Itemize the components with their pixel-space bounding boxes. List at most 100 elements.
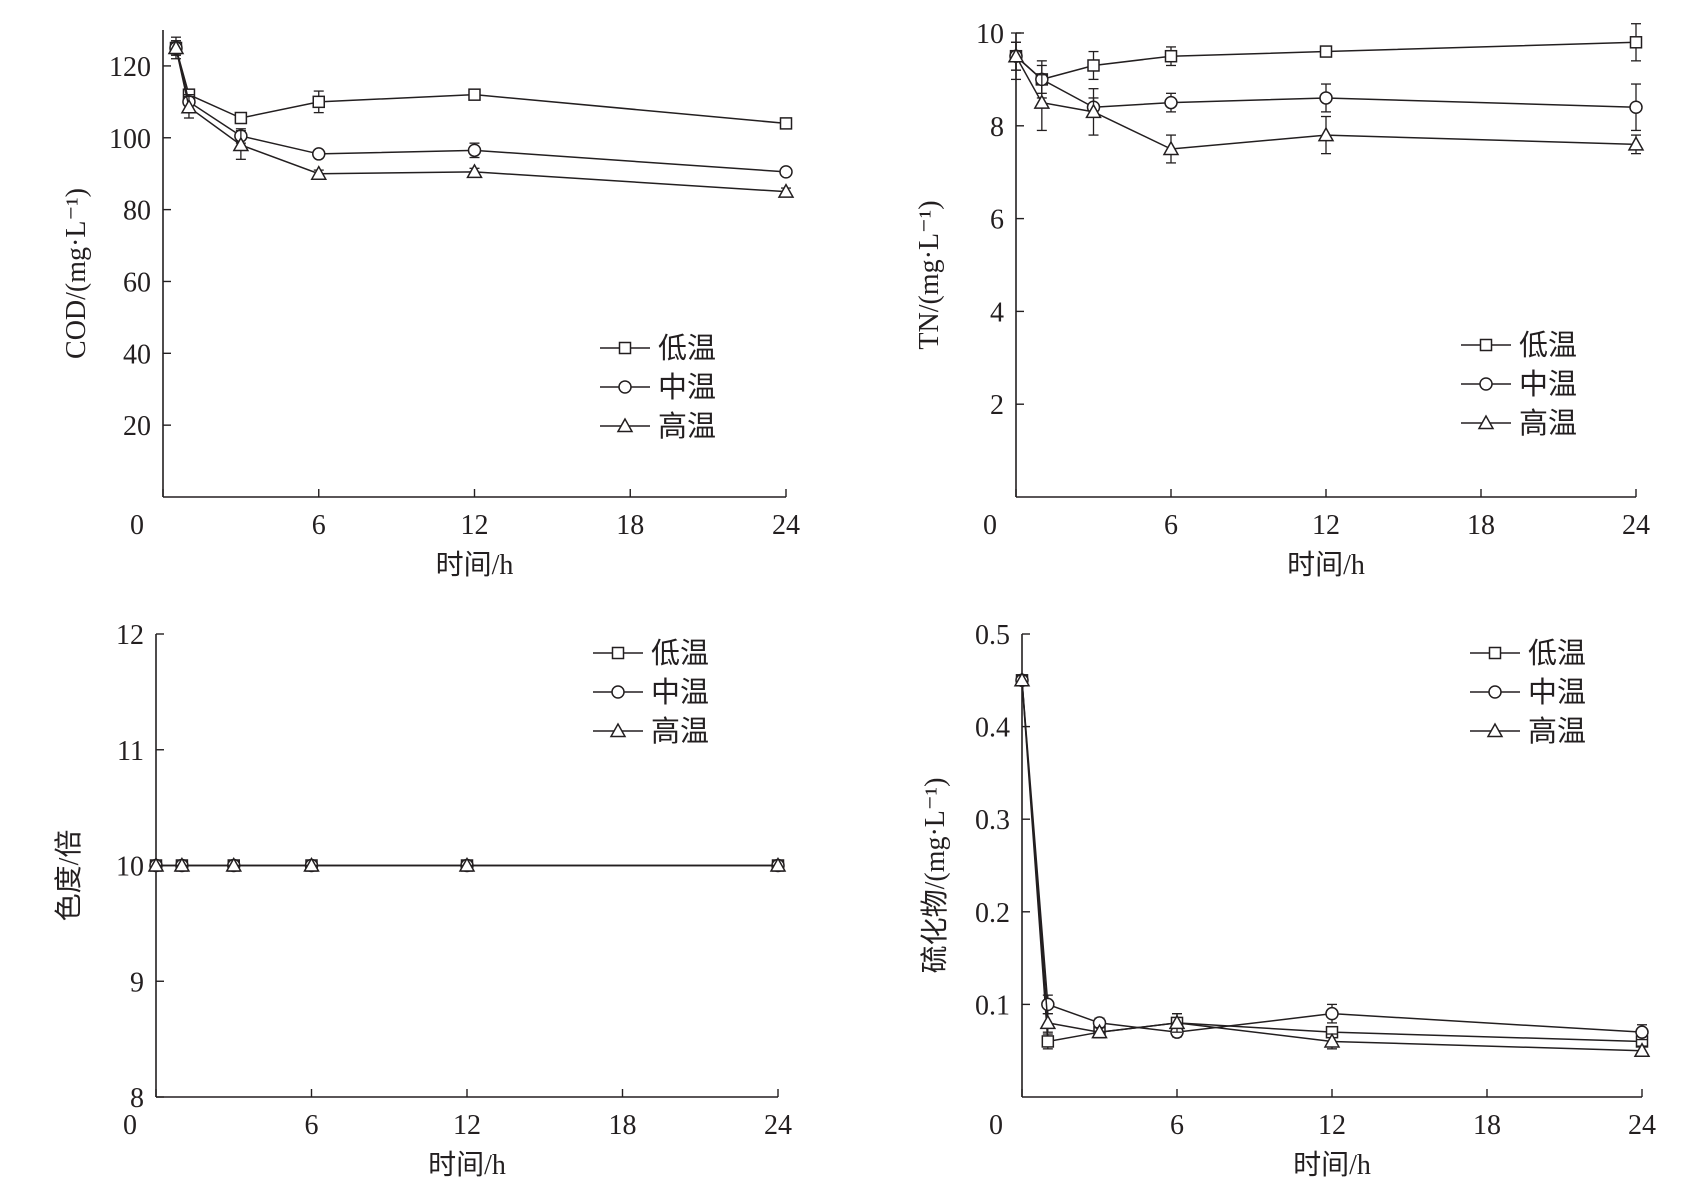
- x-tick-label: 18: [1467, 510, 1495, 541]
- legend-marker: [616, 417, 634, 433]
- x-tick-label: 6: [1170, 1110, 1184, 1141]
- data-point: [1013, 671, 1031, 687]
- legend-marker: [1479, 338, 1493, 352]
- x-tick-label: 0: [123, 1110, 137, 1141]
- x-tick-label: 18: [1473, 1110, 1501, 1141]
- legend-marker: [611, 685, 625, 699]
- data-point: [1325, 1006, 1339, 1021]
- x-tick-label: 6: [1164, 510, 1178, 541]
- series-line: [175, 47, 787, 193]
- x-tick-label: 12: [1318, 1110, 1346, 1141]
- data-point: [1319, 45, 1333, 58]
- data-point: [1319, 91, 1333, 105]
- data-point: [1162, 140, 1180, 156]
- data-point: [173, 856, 191, 872]
- x-axis-title: 时间/h: [436, 549, 514, 581]
- data-point: [468, 88, 481, 101]
- data-point: [1085, 103, 1102, 119]
- legend-label: 高温: [658, 410, 716, 443]
- data-point: [466, 163, 483, 179]
- data-point: [1629, 100, 1643, 114]
- y-tick-label: 0.4: [975, 713, 1010, 744]
- data-point: [1629, 36, 1643, 49]
- legend-label: 中温: [651, 676, 709, 709]
- data-point: [312, 95, 325, 109]
- legend-marker: [1488, 646, 1502, 660]
- y-tick-label: 10: [976, 19, 1004, 50]
- legend-marker: [1488, 685, 1502, 699]
- y-tick-label: 20: [123, 411, 151, 442]
- data-point: [147, 856, 165, 872]
- y-tick-label: 40: [123, 339, 151, 370]
- legend-marker: [618, 341, 632, 355]
- x-tick-label: 6: [305, 1110, 319, 1141]
- legend-label: 高温: [651, 715, 709, 748]
- x-tick-label: 18: [609, 1110, 637, 1141]
- data-point: [467, 143, 482, 158]
- series-circle: [169, 40, 793, 179]
- data-point: [180, 98, 198, 114]
- data-point: [312, 147, 326, 161]
- legend-label: 低温: [651, 637, 709, 670]
- data-point: [1007, 47, 1025, 63]
- series-line: [1015, 55, 1637, 150]
- data-point: [779, 165, 793, 179]
- x-tick-label: 6: [312, 510, 326, 541]
- x-tick-label: 0: [130, 510, 144, 541]
- chart-cod: 0 6 12 18 24 20 40 60 80 100 120 时间/h COD/(mg·L⁻¹) 低温…: [61, 30, 800, 581]
- y-tick-label: 9: [130, 967, 144, 998]
- y-tick-label: 6: [990, 205, 1004, 236]
- series-triangle: [1013, 671, 1651, 1057]
- legend-marker: [1479, 377, 1493, 391]
- y-tick-label: 120: [109, 52, 151, 83]
- series-line: [1021, 680, 1643, 1052]
- y-axis-title: 色度/倍: [53, 830, 85, 922]
- series-triangle: [167, 36, 795, 198]
- data-point: [1633, 1042, 1651, 1057]
- legend-marker: [1477, 414, 1495, 430]
- y-tick-label: 12: [116, 620, 144, 651]
- series-triangle: [1007, 32, 1645, 164]
- y-tick-label: 60: [123, 267, 151, 298]
- data-point: [232, 136, 250, 152]
- chart-sulfide: 0 6 12 18 24 0.1 0.2 0.3 0.4 0.5 时间/h 硫化物/(mg·L⁻¹) 低…: [919, 620, 1656, 1181]
- y-axis-title: COD/(mg·L⁻¹): [61, 188, 92, 359]
- data-point: [1033, 94, 1051, 109]
- data-point: [769, 856, 787, 872]
- y-tick-label: 100: [109, 124, 151, 155]
- x-axis-title: 时间/h: [428, 1149, 506, 1181]
- y-axis-title: TN/(mg·L⁻¹): [914, 200, 945, 349]
- y-tick-label: 0.2: [975, 898, 1010, 929]
- legend-label: 高温: [1519, 407, 1577, 440]
- y-tick-label: 0.3: [975, 805, 1010, 836]
- legend-marker: [609, 722, 627, 738]
- legend-marker: [1486, 722, 1504, 738]
- legend-label: 中温: [658, 371, 716, 404]
- x-tick-label: 12: [1312, 510, 1340, 541]
- x-tick-label: 12: [461, 510, 489, 541]
- data-point: [1323, 1032, 1341, 1048]
- series-line: [175, 47, 787, 173]
- legend-label: 低温: [658, 332, 716, 365]
- legend-label: 低温: [1519, 329, 1577, 362]
- x-axis-title: 时间/h: [1287, 549, 1365, 581]
- series-triangle: [147, 856, 787, 872]
- x-axis-title: 时间/h: [1293, 1149, 1371, 1181]
- data-point: [310, 165, 328, 180]
- y-tick-label: 11: [117, 736, 144, 767]
- x-tick-label: 24: [1622, 510, 1650, 541]
- y-tick-label: 4: [990, 297, 1004, 328]
- x-tick-label: 12: [453, 1110, 481, 1141]
- y-axis-title: 硫化物/(mg·L⁻¹): [919, 778, 951, 974]
- legend-label: 低温: [1528, 637, 1586, 670]
- y-tick-label: 0.5: [975, 620, 1010, 651]
- data-point: [1087, 59, 1100, 72]
- legend-marker: [611, 646, 625, 660]
- legend-label: 中温: [1528, 676, 1586, 709]
